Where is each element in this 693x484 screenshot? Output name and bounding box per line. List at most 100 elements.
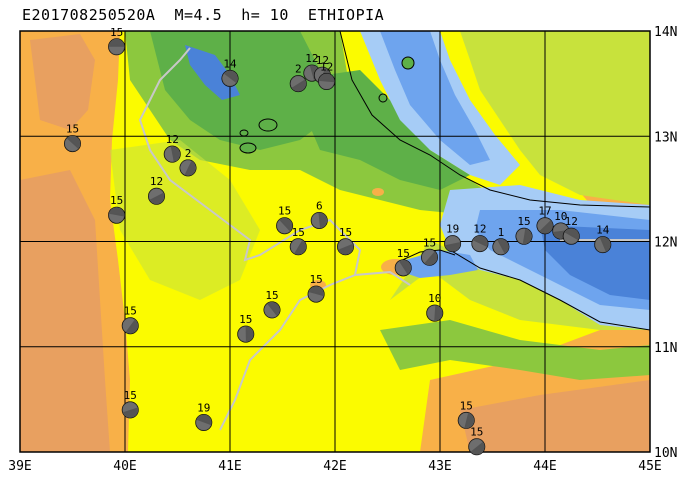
focal-mechanism-beachball[interactable]: 12: [318, 61, 336, 91]
event-depth-label: 12: [320, 61, 333, 74]
compressional-quadrant: [395, 261, 408, 276]
event-depth-label: 15: [292, 226, 305, 239]
focal-mechanism-beachball[interactable]: 12: [163, 133, 181, 163]
event-depth-label: 10: [554, 210, 567, 223]
compressional-quadrant: [552, 222, 569, 234]
compressional-quadrant: [471, 240, 488, 252]
focal-mechanism-beachball[interactable]: 15: [108, 26, 126, 56]
map-frame: [19, 30, 651, 453]
event-depth-label: 2: [185, 147, 192, 160]
event-depth-label: 15: [124, 305, 137, 318]
event-depth-label: 6: [316, 199, 323, 212]
latitude-label: 10N: [654, 446, 677, 461]
latitude-label: 12N: [654, 236, 677, 251]
event-depth-label: 15: [124, 389, 137, 402]
focal-mechanism-beachball[interactable]: 12: [562, 215, 580, 245]
compressional-quadrant: [290, 75, 306, 88]
compressional-quadrant: [426, 305, 437, 322]
event-depth-label: 12: [150, 175, 163, 188]
latitude-labels: 14N 13N 12N 11N 10N: [654, 25, 677, 461]
longitude-label: 40E: [113, 459, 136, 474]
event-depth-label: 14: [223, 57, 237, 70]
focal-mechanism-beachball[interactable]: 14: [221, 57, 239, 87]
latitude-label: 14N: [654, 25, 677, 40]
longitude-label: 42E: [323, 459, 346, 474]
focal-mechanism-beachball[interactable]: 15: [121, 389, 139, 419]
compressional-quadrant: [264, 303, 277, 318]
compressional-quadrant: [492, 239, 505, 255]
focal-mechanism-beachball[interactable]: 15: [289, 226, 307, 256]
longitude-label: 43E: [428, 459, 451, 474]
focal-mechanism-beachball[interactable]: 17: [536, 205, 554, 235]
focal-mechanism-beachball[interactable]: 12: [148, 175, 165, 205]
focal-mechanism-beachball[interactable]: 15: [307, 273, 325, 303]
latitude-label: 13N: [654, 130, 677, 145]
event-depth-label: 15: [517, 215, 530, 228]
event-depth-label: 15: [339, 226, 352, 239]
compressional-quadrant: [318, 79, 335, 90]
event-depth-label: 15: [309, 273, 322, 286]
compressional-quadrant: [458, 412, 469, 429]
focal-mechanism-beachball[interactable]: 10: [426, 292, 444, 322]
focal-mechanism-beachball[interactable]: 15: [263, 289, 281, 319]
event-depth-label: 15: [66, 123, 79, 136]
latitude-label: 11N: [654, 341, 677, 356]
event-depth-label: 12: [305, 52, 318, 65]
event-depth-label: 12: [473, 223, 486, 236]
compressional-quadrant: [122, 401, 138, 413]
event-depth-label: 15: [239, 313, 252, 326]
compressional-quadrant: [222, 73, 237, 87]
map-title: E201708250520A M=4.5 h= 10 ETHIOPIA: [22, 6, 385, 24]
longitude-label: 45E: [638, 459, 661, 474]
event-depth-label: 19: [197, 402, 210, 415]
focal-mechanism-beachball[interactable]: 19: [444, 223, 462, 253]
compressional-quadrant: [237, 326, 248, 343]
focal-mechanism-beachball[interactable]: 2: [289, 63, 307, 93]
event-depth-label: 15: [110, 26, 123, 39]
focal-mechanism-beachball[interactable]: 15: [394, 247, 412, 277]
focal-mechanism-beachball[interactable]: 15: [108, 194, 126, 224]
event-depth-label: 1: [498, 226, 505, 239]
compressional-quadrant: [164, 146, 175, 163]
longitude-label: 39E: [8, 459, 31, 474]
focal-mechanism-beachball[interactable]: 15: [276, 205, 294, 235]
event-depth-label: 19: [446, 223, 459, 236]
focal-mechanism-beachball[interactable]: 12: [471, 223, 489, 253]
event-depth-label: 14: [596, 224, 610, 237]
longitude-label: 44E: [533, 459, 556, 474]
focal-mechanism-beachball[interactable]: 15: [237, 313, 255, 343]
compressional-quadrant: [421, 249, 435, 264]
compressional-quadrant: [108, 212, 125, 224]
focal-mechanism-beachball[interactable]: 6: [310, 199, 328, 229]
focal-mechanism-beachball[interactable]: 15: [64, 123, 81, 153]
compressional-quadrant: [276, 219, 291, 234]
compressional-quadrant: [337, 238, 353, 250]
compressional-quadrant: [311, 212, 322, 229]
focal-mechanism-beachball[interactable]: 15: [337, 226, 354, 256]
compressional-quadrant: [444, 235, 461, 246]
focal-mechanism-beachball[interactable]: 15: [457, 399, 475, 429]
focal-mechanism-beachball[interactable]: 14: [594, 224, 612, 254]
event-depth-label: 15: [423, 236, 436, 249]
focal-mechanism-beachball[interactable]: 15: [421, 236, 438, 266]
event-depth-label: 15: [470, 426, 483, 439]
event-depth-label: 12: [166, 133, 179, 146]
compressional-quadrant: [180, 159, 192, 176]
compressional-quadrant: [516, 228, 527, 245]
compressional-quadrant: [64, 138, 79, 152]
focal-mechanism-beachball[interactable]: 15: [468, 426, 486, 456]
focal-mechanism-beachball[interactable]: 1: [492, 226, 510, 256]
focal-mechanism-beachball[interactable]: 2: [179, 147, 197, 177]
event-depth-label: 17: [538, 205, 551, 218]
focal-mechanism-beachball[interactable]: 15: [121, 305, 139, 335]
focal-mechanism-beachball[interactable]: 19: [195, 402, 213, 432]
compressional-quadrant: [122, 317, 135, 333]
compressional-quadrant: [308, 291, 324, 303]
longitude-label: 41E: [218, 459, 241, 474]
focal-mechanism-beachball[interactable]: 15: [515, 215, 533, 245]
compressional-quadrant: [148, 188, 164, 200]
longitude-labels: 39E 40E 41E 42E 43E 44E 45E: [8, 459, 661, 474]
compressional-quadrant: [537, 217, 551, 232]
